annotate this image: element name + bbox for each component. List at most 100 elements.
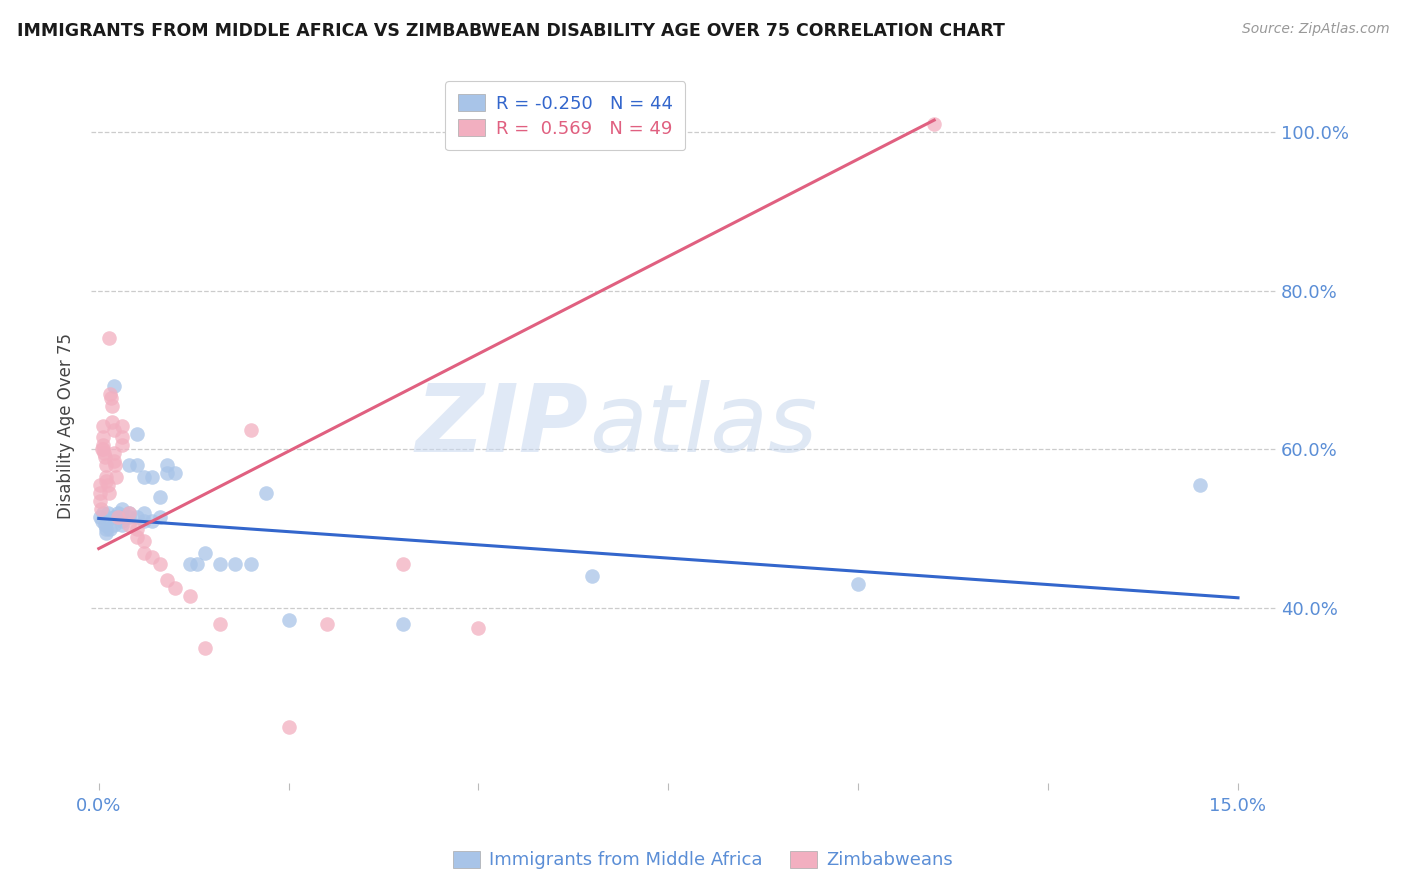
Point [90,514,112,528]
Point [315,617,337,632]
Point [224,558,246,572]
Point [96,458,118,473]
Text: atlas: atlas [589,380,817,471]
Text: IMMIGRANTS FROM MIDDLE AFRICA VS ZIMBABWEAN DISABILITY AGE OVER 75 CORRELATION C: IMMIGRANTS FROM MIDDLE AFRICA VS ZIMBABW… [17,22,1005,40]
Point [118,509,141,524]
Point [148,509,170,524]
Point [96,525,118,540]
Point [141,470,163,484]
Point [90,442,112,457]
Point [156,466,179,480]
Point [110,517,132,532]
Point [277,613,299,627]
Point [141,514,163,528]
Point [97,478,120,492]
Point [125,530,148,544]
Point [922,117,945,131]
Point [101,415,124,429]
Point [105,470,128,484]
Text: ZIP: ZIP [416,380,589,472]
Point [104,458,127,473]
Point [254,486,277,500]
Point [179,589,201,603]
Point [194,640,217,655]
Point [103,446,125,460]
Point [96,522,118,536]
Point [110,430,132,444]
Point [107,509,129,524]
Point [209,617,232,632]
Point [96,474,118,488]
Point [97,486,120,500]
Point [91,430,114,444]
Point [93,446,115,460]
Point [89,486,111,500]
Point [186,558,208,572]
Point [91,442,114,457]
Point [163,466,186,480]
Point [103,517,125,532]
Point [125,522,148,536]
Point [110,514,132,528]
Point [156,574,179,588]
Point [134,514,156,528]
Point [239,558,262,572]
Point [134,533,156,548]
Point [89,509,111,524]
Point [134,545,156,559]
Point [194,545,217,559]
Point [100,399,122,413]
Point [277,720,299,734]
Point [98,522,121,536]
Point [125,426,148,441]
Point [98,387,121,401]
Point [148,490,170,504]
Point [148,558,170,572]
Point [1188,478,1211,492]
Point [110,502,132,516]
Point [141,549,163,564]
Point [467,621,489,635]
Point [156,458,179,473]
Point [179,558,201,572]
Point [91,506,114,520]
Point [103,509,125,524]
Point [581,569,603,583]
Point [391,558,413,572]
Point [110,418,132,433]
Point [89,478,111,492]
Point [391,617,413,632]
Point [96,470,118,484]
Point [125,458,148,473]
Point [209,558,232,572]
Point [94,517,117,532]
Point [110,509,132,524]
Point [89,494,111,508]
Point [118,458,141,473]
Point [118,506,141,520]
Point [97,506,120,520]
Point [846,577,869,591]
Point [103,423,125,437]
Point [134,470,156,484]
Point [118,517,141,532]
Y-axis label: Disability Age Over 75: Disability Age Over 75 [58,333,75,518]
Point [91,438,114,452]
Point [103,454,125,468]
Point [107,506,129,520]
Point [163,581,186,595]
Point [110,438,132,452]
Point [98,331,121,345]
Text: Source: ZipAtlas.com: Source: ZipAtlas.com [1241,22,1389,37]
Legend: R = -0.250   N = 44, R =  0.569   N = 49: R = -0.250 N = 44, R = 0.569 N = 49 [444,81,685,151]
Point [90,502,112,516]
Point [125,509,148,524]
Point [91,418,114,433]
Point [239,423,262,437]
Legend: Immigrants from Middle Africa, Zimbabweans: Immigrants from Middle Africa, Zimbabwea… [444,842,962,879]
Point [94,450,117,465]
Point [103,379,125,393]
Point [100,391,122,405]
Point [134,506,156,520]
Point [118,506,141,520]
